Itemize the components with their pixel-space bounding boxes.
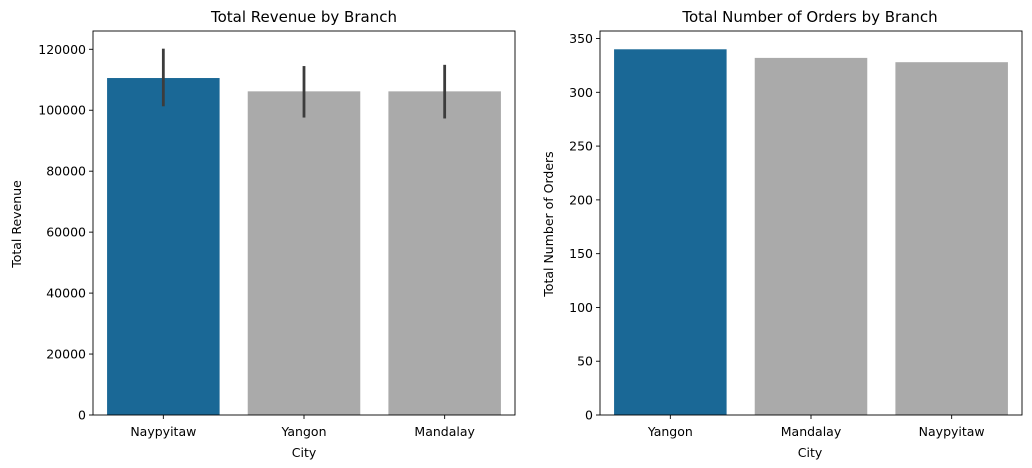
x-ticks: Yangon Mandalay Naypyitaw [647,415,985,439]
plot-frame [92,30,516,416]
y-tick-label: 150 [569,246,593,261]
y-tick-label: 250 [569,139,593,154]
y-tick-label: 120000 [38,42,86,57]
y-tick-label: 20000 [46,347,86,362]
axes-box [92,30,516,416]
bar-naypyitaw [107,78,220,415]
x-tick-label: Yangon [647,424,693,439]
chart-title: Total Number of Orders by Branch [681,8,937,26]
y-tick-label: 50 [577,354,593,369]
y-ticks: 0 20000 40000 60000 80000 100000 120000 [38,42,93,423]
y-tick-label: 200 [569,192,593,207]
x-axis-label: City [292,445,317,460]
y-tick-label: 350 [569,31,593,46]
x-tick-label: Mandalay [781,424,842,439]
bar-mandalay [388,91,501,415]
y-tick-label: 80000 [46,164,86,179]
x-tick-label: Naypyitaw [130,424,196,439]
x-tick-label: Mandalay [414,424,475,439]
y-tick-label: 60000 [46,225,86,240]
bars [614,49,1008,415]
x-tick-label: Yangon [280,424,326,439]
y-axis-label: Total Revenue [9,180,24,269]
revenue-chart: Total Revenue by Branch Total Revenue Ci… [9,8,516,460]
x-tick-label: Naypyitaw [919,424,985,439]
y-ticks: 0 50 100 150 200 250 300 350 [569,31,600,423]
orders-chart: Total Number of Orders by Branch Total N… [541,8,1023,460]
plot-frame [599,30,1023,416]
y-tick-label: 100 [569,300,593,315]
bars [107,78,501,415]
axes-box [599,30,1023,416]
error-bars [161,48,447,119]
x-axis-label: City [798,445,823,460]
y-tick-label: 0 [585,408,593,423]
bar-mandalay [754,57,868,415]
y-tick-label: 100000 [38,103,86,118]
bar-naypyitaw [895,62,1008,415]
y-tick-label: 0 [78,408,86,423]
bar-yangon [614,49,727,415]
chart-title: Total Revenue by Branch [210,8,397,26]
y-axis-label: Total Number of Orders [541,151,556,297]
y-tick-label: 300 [569,85,593,100]
x-ticks: Naypyitaw Yangon Mandalay [130,415,476,439]
bar-yangon [247,91,361,415]
y-tick-label: 40000 [46,286,86,301]
